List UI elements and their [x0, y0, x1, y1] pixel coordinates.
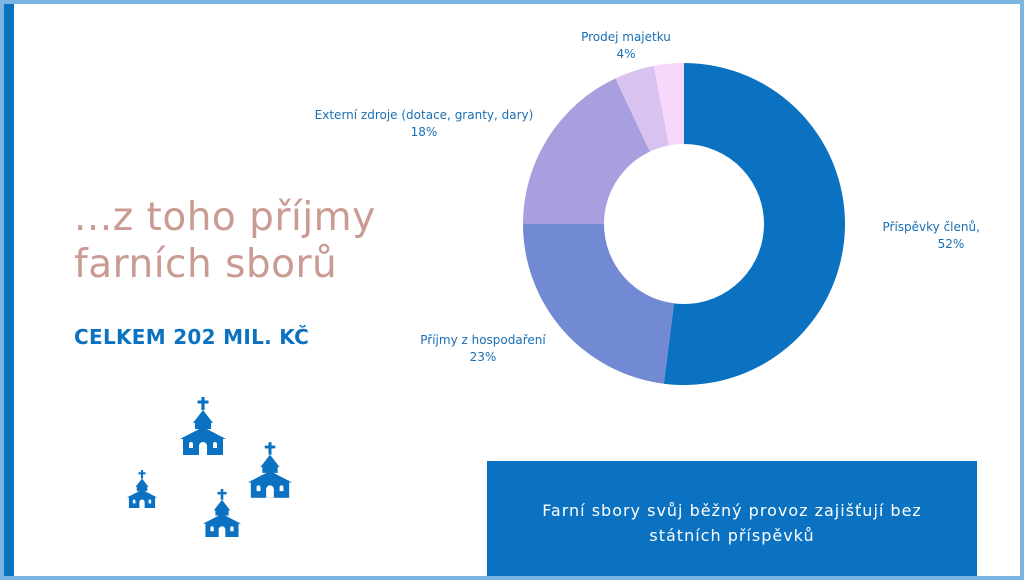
slice-label: Příjmy z hospodaření — [420, 333, 546, 347]
church-icon — [126, 470, 158, 508]
donut-slice — [663, 63, 845, 385]
donut-slice — [523, 78, 650, 224]
page-title: ...z toho příjmy farních sborů — [74, 194, 454, 288]
title-line-2: farních sborů — [74, 242, 338, 287]
church-icon — [202, 489, 242, 537]
slice-value-label: 4% — [616, 47, 635, 61]
slice-label: Příspěvky členů, sbírky — [883, 220, 985, 234]
info-line-1: Farní sbory svůj běžný provoz zajišťují … — [542, 500, 922, 520]
total-amount: CELKEM 202 MIL. KČ — [74, 325, 310, 349]
church-icon — [180, 397, 226, 455]
slice-value-label: 52% — [938, 237, 965, 251]
donut-slice — [523, 224, 674, 384]
slice-label: Prodej majetku — [581, 30, 671, 44]
donut-chart: Příspěvky členů, sbírky 52% Příjmy z hospo… — [315, 30, 985, 385]
info-line-2: státních příspěvků — [649, 525, 815, 545]
info-box-text: Farní sbory svůj běžný provoz zajišťují … — [522, 498, 942, 548]
info-box: Farní sbory svůj běžný provoz zajišťují … — [487, 461, 977, 576]
slice-label: Externí zdroje (dotace, granty, dary) — [315, 108, 534, 122]
slice-value-label: 23% — [470, 350, 497, 364]
church-icon — [247, 442, 293, 498]
donut-slice — [653, 63, 684, 146]
slice-value-label: 18% — [411, 125, 438, 139]
accent-bar — [4, 4, 14, 576]
donut-slice — [615, 65, 670, 152]
title-line-1: ...z toho příjmy — [74, 195, 376, 240]
